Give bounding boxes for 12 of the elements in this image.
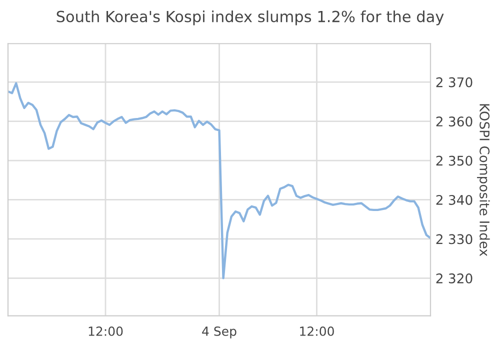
x-tick-label: 12:00 [88, 326, 123, 336]
y-tick-label: 2 320 [436, 273, 472, 284]
y-axis-title: KOSPI Composite Index [477, 104, 490, 256]
chart-title: South Korea's Kospi index slumps 1.2% for the day [56, 10, 444, 26]
y-tick-label: 2 330 [436, 234, 472, 244]
y-tick-label: 2 360 [436, 116, 472, 126]
line-series [8, 82, 430, 280]
x-tick-label: 12:00 [300, 326, 334, 336]
x-tick-label: 4 Sep [202, 326, 236, 338]
y-tick-label: 2 340 [436, 194, 472, 205]
y-tick-label: 2 370 [436, 77, 472, 88]
y-tick-label: 2 350 [436, 156, 472, 166]
